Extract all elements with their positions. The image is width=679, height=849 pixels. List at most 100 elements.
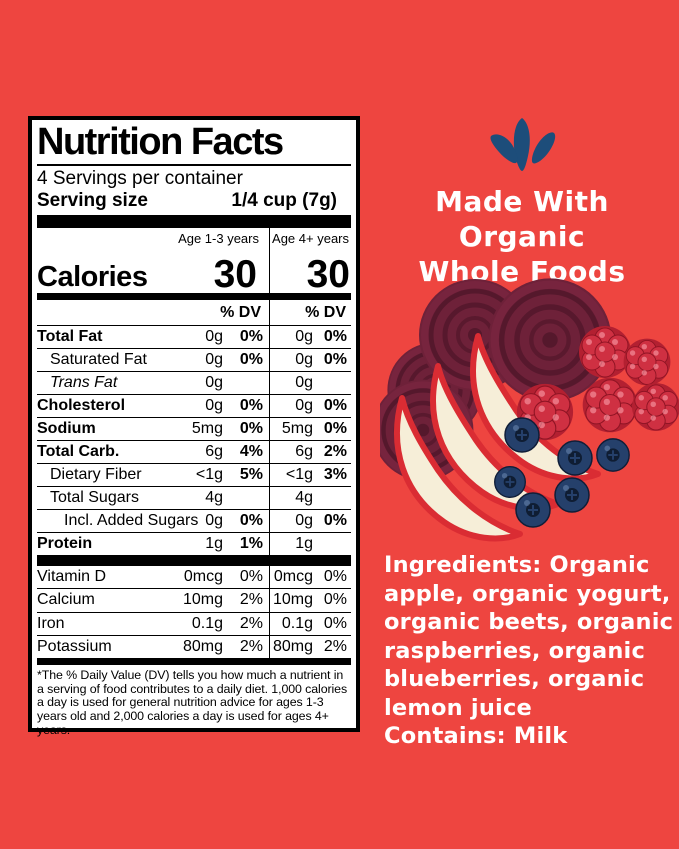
amount-age-1-3: 10mg (182, 591, 223, 609)
nutrient-row: Total Carb. 6g 4% 6g 2% (37, 441, 351, 464)
nutrition-facts-panel: Nutrition Facts 4 Servings per container… (28, 116, 360, 736)
medium-divider-bar (37, 293, 351, 300)
amount-age-4plus: 0.1g (281, 614, 313, 632)
amount-age-4plus: 0g (295, 374, 313, 391)
nutrient-name: Calcium (37, 591, 95, 609)
amount-age-1-3: 4g (205, 489, 223, 506)
amount-age-4plus: 1g (295, 535, 313, 552)
percent-dv-age-1-3: 5% (239, 466, 263, 483)
nutrition-table: Age 1-3 years Age 4+ years Calories 30 3… (37, 228, 351, 666)
amount-age-1-3: 5mg (191, 420, 223, 437)
amount-age-1-3: 0mcg (183, 568, 223, 585)
age-group-1-header: Age 1-3 years (178, 231, 259, 246)
percent-dv-age-1-3 (223, 487, 269, 509)
nutrient-row: Incl. Added Sugars 0g 0% 0g 0% (37, 510, 351, 533)
ingredients-line: raspberries, organic (384, 637, 645, 664)
percent-dv-age-4plus: 0% (323, 614, 347, 632)
nutrition-facts-title: Nutrition Facts (37, 121, 284, 163)
ingredients-line: organic beets, organic (384, 609, 674, 635)
percent-dv-age-4plus: 0% (323, 397, 347, 414)
vitamin-mineral-rows: Vitamin D 0mcg 0% 0mcg 0% Calcium 10mg 2… (37, 566, 351, 658)
percent-dv-age-1-3: 0% (239, 397, 263, 414)
title-divider (37, 164, 351, 166)
percent-dv-age-1-3: 0% (239, 420, 263, 437)
amount-age-4plus: 4g (295, 489, 313, 506)
calories-value-age-4plus: 30 (306, 253, 350, 296)
nutrient-name: Iron (37, 614, 65, 632)
thick-divider-bar-2 (37, 555, 351, 566)
nutrient-row: Calcium 10mg 2% 10mg 0% (37, 589, 351, 613)
splash-droplets-icon (490, 118, 556, 171)
ingredients-line: lemon juice (384, 694, 532, 721)
dv-header-age-4plus: % DV (305, 304, 346, 321)
serving-size-row: Serving size 1/4 cup (7g) (37, 189, 351, 212)
nutrient-name: Trans Fat (50, 374, 118, 391)
percent-dv-age-4plus: 0% (323, 420, 347, 437)
daily-value-header-row: % DV % DV (37, 300, 351, 326)
amount-age-1-3: 1g (205, 535, 223, 552)
amount-age-4plus: <1g (285, 466, 313, 483)
servings-per-container: 4 Servings per container (37, 168, 243, 189)
percent-dv-age-4plus: 0% (323, 351, 347, 368)
nutrient-name: Incl. Added Sugars (64, 512, 199, 529)
amount-age-1-3: 0.1g (191, 614, 223, 632)
nutrient-row: Dietary Fiber <1g 5% <1g 3% (37, 464, 351, 487)
splash-center-drop (513, 118, 530, 171)
amount-age-4plus: 80mg (272, 637, 313, 655)
splash-left-drop (490, 134, 518, 164)
ingredients-line: apple, organic yogurt, (384, 580, 671, 607)
nutrient-row: Trans Fat 0g 0g (37, 372, 351, 395)
fruit-image (380, 272, 679, 542)
nutrient-row: Total Fat 0g 0% 0g 0% (37, 326, 351, 349)
amount-age-4plus: 0g (295, 328, 313, 345)
percent-dv-age-1-3 (223, 372, 269, 394)
nutrient-row: Potassium 80mg 2% 80mg 2% (37, 636, 351, 658)
percent-dv-age-4plus: 2% (323, 443, 347, 460)
calories-label: Calories (37, 261, 148, 293)
percent-dv-age-1-3: 2% (239, 591, 263, 609)
nutrient-row: Vitamin D 0mcg 0% 0mcg 0% (37, 566, 351, 590)
percent-dv-age-1-3: 4% (239, 443, 263, 460)
ingredients-text: Ingredients: Organic apple, organic yogu… (384, 551, 679, 751)
percent-dv-age-1-3: 0% (239, 568, 263, 585)
nutrient-row: Sodium 5mg 0% 5mg 0% (37, 418, 351, 441)
nutrient-row: Protein 1g 1% 1g (37, 533, 351, 555)
percent-dv-age-4plus: 0% (323, 512, 347, 529)
percent-dv-age-1-3: 0% (239, 351, 263, 368)
percent-dv-age-1-3: 0% (239, 328, 263, 345)
ingredients-line: blueberries, organic (384, 666, 645, 692)
amount-age-1-3: 80mg (182, 637, 223, 655)
nutrient-name: Saturated Fat (50, 351, 147, 368)
percent-dv-age-4plus: 3% (323, 466, 347, 483)
ingredients-line: Ingredients: Organic (384, 552, 650, 578)
tagline-line1: Made With Organic (435, 185, 609, 253)
splash-right-drop (531, 132, 556, 164)
percent-dv-age-1-3: 1% (239, 535, 263, 552)
percent-dv-age-4plus: 0% (323, 568, 347, 585)
serving-size-label: Serving size (37, 190, 148, 211)
amount-age-1-3: <1g (195, 466, 223, 483)
percent-dv-age-1-3: 2% (239, 614, 263, 632)
amount-age-4plus: 0mcg (273, 568, 313, 585)
age-group-2-header: Age 4+ years (272, 231, 349, 246)
amount-age-4plus: 0g (295, 512, 313, 529)
tagline: Made With Organic Whole Foods (372, 184, 672, 289)
nutrient-row: Iron 0.1g 2% 0.1g 0% (37, 613, 351, 636)
amount-age-1-3: 0g (205, 328, 223, 345)
bottom-divider-bar (37, 658, 351, 666)
nutrient-rows: Total Fat 0g 0% 0g 0% Saturated Fat 0g 0… (37, 326, 351, 555)
percent-dv-age-1-3: 0% (239, 512, 263, 529)
amount-age-4plus: 10mg (272, 591, 313, 609)
tagline-line2: Whole Foods (418, 255, 626, 288)
age-column-divider (269, 228, 270, 666)
amount-age-1-3: 0g (205, 397, 223, 414)
percent-dv-age-4plus (313, 533, 353, 555)
percent-dv-age-4plus: 0% (323, 328, 347, 345)
nutrient-name: Total Carb. (37, 443, 120, 460)
percent-dv-age-1-3: 2% (239, 637, 263, 655)
ingredients-line: Contains: Milk (384, 723, 568, 749)
nutrient-name: Cholesterol (37, 397, 126, 414)
amount-age-4plus: 6g (295, 443, 313, 460)
amount-age-1-3: 0g (205, 351, 223, 368)
